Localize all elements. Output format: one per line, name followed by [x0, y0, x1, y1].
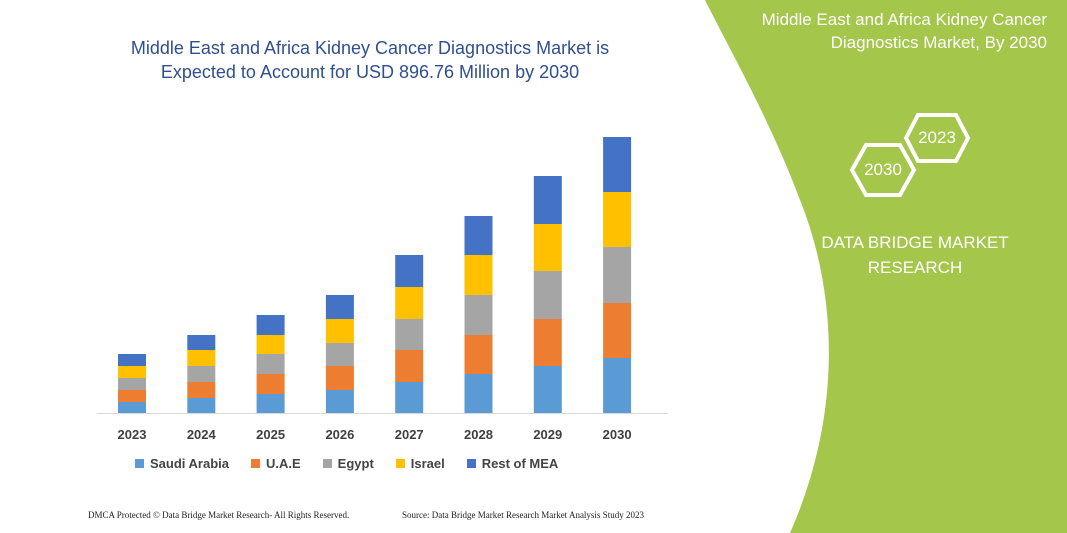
x-tick-label: 2030 — [603, 427, 632, 442]
bar-segment-2027-u-a-e — [395, 350, 424, 382]
x-tick-label: 2029 — [533, 427, 562, 442]
bar-segment-2027-egypt — [395, 319, 424, 350]
brand-text: DATA BRIDGE MARKET RESEARCH — [821, 233, 1009, 277]
bar-segment-2025-egypt — [256, 354, 285, 374]
bar-segment-2026-israel — [325, 319, 354, 343]
bar-segment-2023-rest-of-mea — [118, 354, 146, 366]
bar-segment-2028-israel — [464, 255, 493, 295]
legend-item: Saudi Arabia — [135, 456, 229, 471]
bar-segment-2025-israel — [256, 335, 285, 354]
x-tick-label: 2025 — [256, 427, 285, 442]
hexagon-2023-icon — [903, 113, 971, 163]
bar-segment-2024-saudi-arabia — [187, 398, 216, 413]
bar-segment-2029-egypt — [533, 271, 562, 319]
bar-segment-2025-saudi-arabia — [256, 394, 285, 413]
x-tick-label: 2026 — [325, 427, 354, 442]
bar-segment-2023-israel — [118, 366, 146, 378]
bar-segment-2023-u-a-e — [118, 390, 146, 402]
bar-segment-2024-u-a-e — [187, 382, 216, 398]
bar-segment-2030-saudi-arabia — [603, 358, 632, 413]
bar-segment-2028-rest-of-mea — [464, 216, 493, 255]
bar-segment-2028-u-a-e — [464, 335, 493, 374]
bar-segment-2026-rest-of-mea — [325, 295, 354, 319]
bar-segment-2025-rest-of-mea — [256, 315, 285, 335]
x-tick-label: 2023 — [118, 427, 147, 442]
bar-segment-2027-rest-of-mea — [395, 255, 424, 287]
bar-segment-2029-rest-of-mea — [533, 176, 562, 224]
bar-segment-2029-u-a-e — [533, 319, 562, 366]
bar-segment-2027-israel — [395, 287, 424, 319]
bar-segment-2026-saudi-arabia — [325, 390, 354, 413]
bar-segment-2028-saudi-arabia — [464, 374, 493, 413]
bar-segment-2024-israel — [187, 350, 216, 366]
hex-label-2030: 2030 — [864, 160, 902, 179]
legend: Saudi Arabia U.A.E Egypt Israel Rest of … — [135, 456, 558, 471]
footer-copyright: DMCA Protected © Data Bridge Market Rese… — [88, 510, 350, 520]
bar-segment-2026-egypt — [325, 343, 354, 366]
x-tick-label: 2028 — [464, 427, 493, 442]
bar-segment-2030-rest-of-mea — [603, 137, 632, 192]
bar-segment-2029-saudi-arabia — [533, 366, 562, 413]
bar-segment-2030-u-a-e — [603, 303, 632, 358]
side-panel-title: Middle East and Africa Kidney Cancer Dia… — [761, 10, 1047, 52]
stacked-bar-chart: 2023 2024 2025 2026 2027 2028 2029 2030 — [97, 137, 668, 442]
legend-item: U.A.E — [250, 456, 301, 471]
bar-segment-2030-egypt — [603, 247, 632, 303]
hex-label-2023: 2023 — [918, 128, 956, 147]
bar-segment-2028-egypt — [464, 295, 493, 335]
bar-segment-2024-rest-of-mea — [187, 335, 216, 350]
green-panel — [705, 0, 1067, 533]
bar-segment-2023-egypt — [118, 378, 146, 390]
bar-segment-2023-saudi-arabia — [118, 402, 146, 413]
bar-segment-2027-saudi-arabia — [395, 382, 424, 413]
x-tick-label: 2027 — [395, 427, 424, 442]
hexagon-2030-icon — [849, 143, 917, 197]
legend-item: Egypt — [322, 456, 374, 471]
bar-segment-2025-u-a-e — [256, 374, 285, 394]
x-tick-label: 2024 — [187, 427, 217, 442]
bar-segment-2026-u-a-e — [325, 366, 354, 390]
legend-item: Rest of MEA — [466, 456, 558, 471]
chart-title: Middle East and Africa Kidney Cancer Dia… — [130, 38, 610, 82]
legend-item: Israel — [395, 456, 445, 471]
bar-segment-2030-israel — [603, 192, 632, 247]
bar-segment-2024-egypt — [187, 366, 216, 382]
footer-source: Source: Data Bridge Market Research Mark… — [402, 510, 644, 520]
bar-segment-2029-israel — [533, 224, 562, 271]
